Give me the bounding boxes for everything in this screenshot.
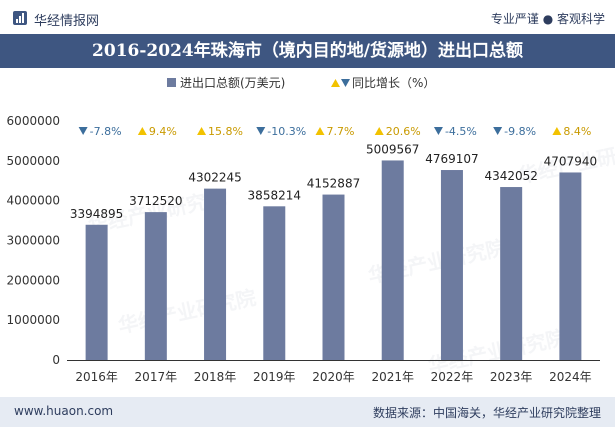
- growth-label: -9.8%: [504, 125, 536, 138]
- bar: [144, 212, 167, 360]
- growth-down-triangle-icon: [433, 127, 443, 135]
- brand-name: 华经情报网: [34, 14, 100, 29]
- footer: www.huaon.com 数据来源：中国海关，华经产业研究院整理: [0, 397, 615, 427]
- bar-value-label: 4302245: [188, 171, 241, 185]
- growth-label: 8.4%: [563, 125, 591, 138]
- bar: [204, 188, 227, 360]
- x-tick-label: 2017年: [135, 370, 178, 384]
- legend-bar-label: 进出口总额(万美元): [180, 76, 285, 90]
- growth-up-triangle-icon: [374, 127, 384, 135]
- x-tick-label: 2022年: [431, 370, 474, 384]
- footer-website: www.huaon.com: [14, 404, 114, 418]
- footer-source: 数据来源：中国海关，华经产业研究院整理: [372, 406, 601, 420]
- value-labels: 3394895 3712520 4302245 3858214 4152887 50095…: [70, 142, 597, 220]
- y-tick-label: 4000000: [7, 194, 60, 208]
- x-tick-label: 2023年: [490, 370, 533, 384]
- bar-value-label: 4152887: [307, 177, 360, 191]
- growth-up-triangle-icon: [552, 127, 562, 135]
- legend-growth-label: 同比增长（%）: [352, 76, 435, 90]
- y-tick-label: 1000000: [7, 313, 60, 327]
- top-bar: 华经情报网 专业严谨 ● 客观科学: [0, 0, 615, 34]
- x-tick-label: 2018年: [194, 370, 237, 384]
- bar-value-label: 3858214: [248, 188, 301, 202]
- bar: [381, 160, 404, 360]
- y-tick-label: 5000000: [7, 154, 60, 168]
- bar-value-label: 4707940: [544, 154, 597, 168]
- growth-label: -7.8%: [90, 125, 122, 138]
- bar: [85, 224, 108, 360]
- brand-tags: 专业严谨 ● 客观科学: [491, 10, 605, 27]
- y-tick-label: 2000000: [7, 273, 60, 287]
- bar: [263, 206, 286, 360]
- growth-up-triangle-icon: [197, 127, 207, 135]
- legend-bar-swatch: [167, 78, 176, 87]
- growth-label: 9.4%: [149, 125, 177, 138]
- growth-label: 20.6%: [386, 125, 421, 138]
- bar: [559, 172, 582, 360]
- bar: [440, 170, 463, 360]
- x-tick-label: 2016年: [75, 370, 118, 384]
- legend-up-triangle-icon: [331, 79, 340, 87]
- growth-down-triangle-icon: [493, 127, 503, 135]
- chart-title: 2016-2024年珠海市（境内目的地/货源地）进出口总额: [0, 34, 615, 68]
- y-axis: 0 1000000 2000000 3000000 4000000 5000000 6000…: [7, 114, 60, 367]
- y-tick-label: 6000000: [7, 114, 60, 128]
- growth-markers: -7.8% 9.4% 15.8% -10.3% 7.7% 20.6% -4.5% -9.8% 8…: [78, 125, 591, 138]
- x-tick-label: 2021年: [371, 370, 414, 384]
- tag-objective: 客观科学: [556, 12, 605, 26]
- bar: [500, 187, 523, 360]
- tag-professional: 专业严谨: [490, 12, 539, 26]
- watermark-text: 华经产业研究院: [116, 285, 258, 338]
- growth-down-triangle-icon: [256, 127, 266, 135]
- bar-value-label: 3712520: [129, 194, 182, 208]
- bar-value-label: 5009567: [366, 142, 419, 156]
- x-tick-label: 2020年: [312, 370, 355, 384]
- brand-logo-icon: [13, 11, 27, 25]
- growth-up-triangle-icon: [137, 127, 147, 135]
- bar-value-label: 4342052: [484, 169, 537, 183]
- bar-value-label: 4769107: [425, 152, 478, 166]
- growth-label: 15.8%: [208, 125, 243, 138]
- growth-down-triangle-icon: [78, 127, 88, 135]
- growth-up-triangle-icon: [315, 127, 325, 135]
- x-axis-labels: 2016年 2017年 2018年 2019年 2020年 2021年 2022年 2023年…: [75, 370, 591, 384]
- growth-label: -4.5%: [445, 125, 477, 138]
- bar-series: [85, 160, 582, 360]
- y-tick-label: 3000000: [7, 234, 60, 248]
- bar-value-label: 3394895: [70, 207, 123, 221]
- legend: 进出口总额(万美元) 同比增长（%）: [167, 76, 435, 90]
- y-tick-label: 0: [52, 353, 60, 367]
- bar: [322, 194, 345, 360]
- legend-down-triangle-icon: [341, 79, 350, 87]
- growth-label: -10.3%: [267, 125, 306, 138]
- x-tick-label: 2019年: [253, 370, 296, 384]
- growth-label: 7.7%: [327, 125, 355, 138]
- x-tick-label: 2024年: [549, 370, 592, 384]
- tag-separator-icon: ●: [542, 12, 557, 26]
